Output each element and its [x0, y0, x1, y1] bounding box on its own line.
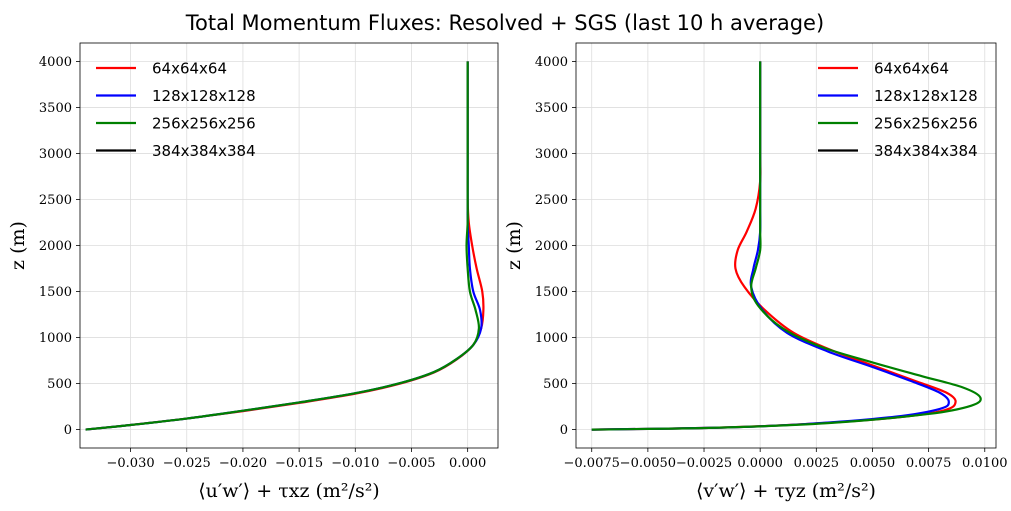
left-legend-label: 128x128x128: [152, 87, 256, 105]
right-x-tick-label: −0.0025: [676, 456, 732, 471]
right-x-tick-label: 0.0025: [794, 456, 840, 471]
right-y-tick-label: 1000: [535, 331, 568, 346]
right-legend: 64x64x64 128x128x128 256x256x256 384x384x38…: [818, 60, 978, 160]
left-y-tick-label: 1000: [39, 331, 72, 346]
left-x-tick-label: −0.015: [275, 456, 323, 471]
right-x-tick-label: −0.0050: [620, 456, 676, 471]
left-series-line-2: [85, 61, 481, 431]
left-x-axis-label: ⟨u′w′⟩ + τxz (m²/s²): [198, 480, 379, 502]
right-grid: [576, 43, 996, 448]
right-y-tick-label: 0: [560, 423, 568, 438]
left-x-tick-label: −0.030: [107, 456, 155, 471]
left-x-tick-label: −0.020: [219, 456, 267, 471]
left-panel: −0.030 −0.025 −0.020 −0.015 −0.010 −0.005 0.00…: [7, 42, 499, 502]
left-legend: 64x64x64 128x128x128 256x256x256 384x384x38…: [96, 60, 256, 160]
right-x-tick-label: 0.0000: [737, 456, 783, 471]
left-y-tick-label: 2500: [39, 193, 72, 208]
right-x-tick-label: 0.0100: [962, 456, 1008, 471]
right-x-axis-label: ⟨v′w′⟩ + τyz (m²/s²): [696, 480, 876, 502]
left-grid: [80, 43, 498, 448]
left-x-tick-label: 0.000: [449, 456, 486, 471]
right-panel: −0.0075 −0.0050 −0.0025 0.0000 0.0025 0.0050 0…: [503, 42, 1008, 502]
left-y-tick-label: 2000: [39, 239, 72, 254]
right-x-tick-label: 0.0050: [850, 456, 896, 471]
left-y-tick-label: 1500: [39, 285, 72, 300]
right-y-axis-label: z (m): [503, 221, 525, 270]
right-legend-label: 256x256x256: [874, 115, 978, 133]
right-legend-label: 384x384x384: [874, 142, 978, 160]
left-legend-label: 384x384x384: [152, 142, 256, 160]
left-x-tick-label: −0.005: [387, 456, 435, 471]
right-y-tick-label: 1500: [535, 285, 568, 300]
left-y-tick-label: 4000: [39, 55, 72, 70]
right-ticks: −0.0075 −0.0050 −0.0025 0.0000 0.0025 0.0050 0…: [535, 55, 1008, 471]
right-y-tick-label: 500: [543, 377, 568, 392]
left-x-tick-label: −0.025: [163, 456, 211, 471]
left-y-tick-label: 500: [47, 377, 72, 392]
left-x-tick-label: −0.010: [331, 456, 379, 471]
left-y-tick-label: 0: [64, 423, 72, 438]
right-y-tick-label: 3000: [535, 147, 568, 162]
left-ticks: −0.030 −0.025 −0.020 −0.015 −0.010 −0.005 0.00…: [39, 55, 486, 471]
left-lines: [85, 61, 485, 431]
figure-title: Total Momentum Fluxes: Resolved + SGS (l…: [185, 11, 824, 35]
right-x-tick-label: 0.0075: [906, 456, 952, 471]
left-legend-label: 256x256x256: [152, 115, 256, 133]
left-y-tick-label: 3500: [39, 101, 72, 116]
right-y-tick-label: 2500: [535, 193, 568, 208]
left-legend-label: 64x64x64: [152, 60, 227, 78]
right-y-tick-label: 3500: [535, 101, 568, 116]
right-legend-label: 128x128x128: [874, 87, 978, 105]
right-plot-frame: [575, 42, 997, 449]
right-y-tick-label: 4000: [535, 55, 568, 70]
right-legend-label: 64x64x64: [874, 60, 949, 78]
left-plot-frame: [79, 42, 499, 449]
right-y-tick-label: 2000: [535, 239, 568, 254]
left-y-tick-label: 3000: [39, 147, 72, 162]
right-series-line-2: [591, 61, 982, 431]
left-y-axis-label: z (m): [7, 221, 29, 270]
right-lines: [591, 61, 982, 431]
right-x-tick-label: −0.0075: [564, 456, 620, 471]
